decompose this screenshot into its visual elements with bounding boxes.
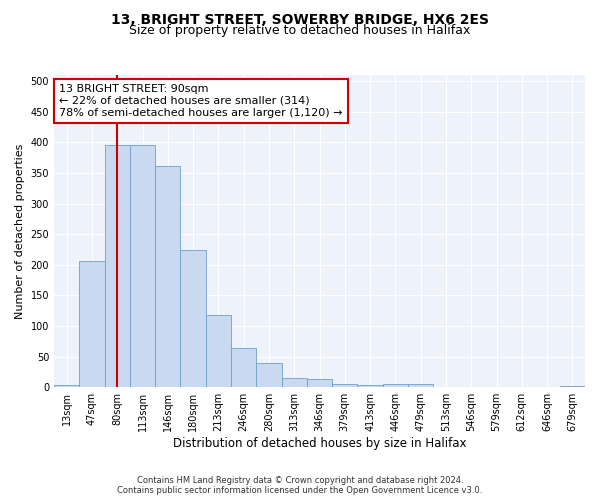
Bar xyxy=(383,384,408,387)
Text: Size of property relative to detached houses in Halifax: Size of property relative to detached ho… xyxy=(130,24,470,37)
Bar xyxy=(155,166,181,387)
Bar xyxy=(54,386,79,387)
X-axis label: Distribution of detached houses by size in Halifax: Distribution of detached houses by size … xyxy=(173,437,466,450)
Text: Contains HM Land Registry data © Crown copyright and database right 2024.
Contai: Contains HM Land Registry data © Crown c… xyxy=(118,476,482,495)
Text: 13 BRIGHT STREET: 90sqm
← 22% of detached houses are smaller (314)
78% of semi-d: 13 BRIGHT STREET: 90sqm ← 22% of detache… xyxy=(59,84,343,117)
Bar xyxy=(332,384,358,387)
Bar xyxy=(79,261,104,387)
Bar xyxy=(307,378,332,387)
Bar xyxy=(256,362,281,387)
Bar xyxy=(206,315,231,387)
Text: 13, BRIGHT STREET, SOWERBY BRIDGE, HX6 2ES: 13, BRIGHT STREET, SOWERBY BRIDGE, HX6 2… xyxy=(111,12,489,26)
Bar xyxy=(231,348,256,387)
Bar xyxy=(560,386,585,387)
Bar xyxy=(281,378,307,387)
Bar xyxy=(408,384,433,387)
Bar xyxy=(181,250,206,387)
Y-axis label: Number of detached properties: Number of detached properties xyxy=(15,144,25,319)
Bar xyxy=(358,386,383,387)
Bar xyxy=(104,146,130,387)
Bar xyxy=(130,146,155,387)
